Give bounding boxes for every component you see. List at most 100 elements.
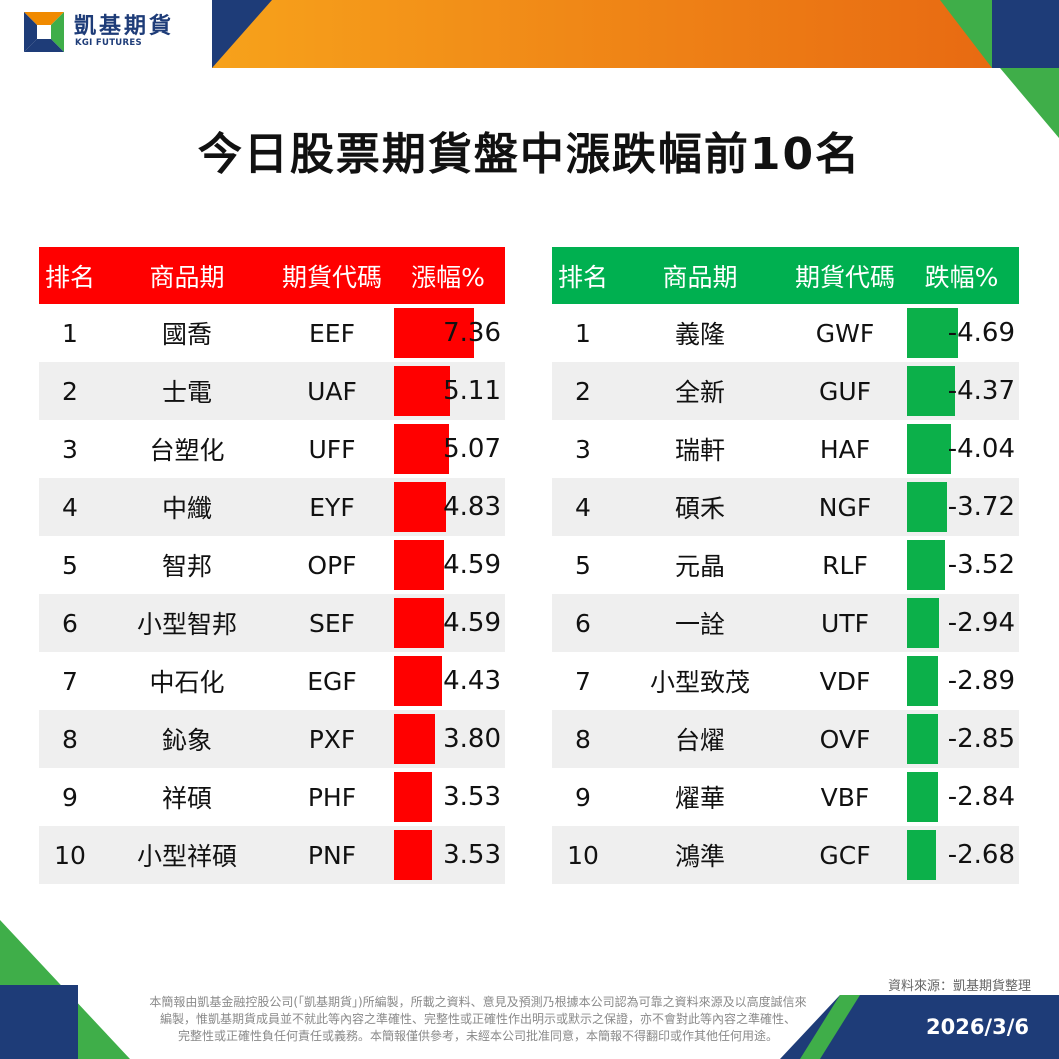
pct-value: -4.04	[947, 434, 1015, 464]
name-cell: 中纖	[101, 478, 273, 536]
code-cell: VBF	[786, 768, 904, 826]
name-cell: 鈊象	[101, 710, 273, 768]
table-row: 3 瑞軒 HAF -4.04	[552, 420, 1019, 478]
pct-cell: -2.84	[904, 768, 1019, 826]
pct-cell: -2.85	[904, 710, 1019, 768]
name-cell: 台燿	[614, 710, 786, 768]
pct-value: -2.68	[947, 840, 1015, 870]
rank-cell: 8	[39, 710, 101, 768]
table-row: 2 全新 GUF -4.37	[552, 362, 1019, 420]
name-cell: 國喬	[101, 304, 273, 362]
name-cell: 小型致茂	[614, 652, 786, 710]
name-cell: 小型智邦	[101, 594, 273, 652]
code-cell: UTF	[786, 594, 904, 652]
code-cell: PHF	[273, 768, 391, 826]
name-cell: 智邦	[101, 536, 273, 594]
name-cell: 義隆	[614, 304, 786, 362]
pct-value: 4.59	[443, 608, 501, 638]
code-cell: UAF	[273, 362, 391, 420]
pct-cell: 4.43	[391, 652, 505, 710]
pct-bar	[907, 656, 938, 706]
pct-value: -2.89	[947, 666, 1015, 696]
rank-cell: 3	[39, 420, 101, 478]
header-rank: 排名	[552, 247, 614, 304]
pct-bar	[394, 772, 432, 822]
table-row: 5 智邦 OPF 4.59	[39, 536, 505, 594]
code-cell: EGF	[273, 652, 391, 710]
rank-cell: 1	[39, 304, 101, 362]
code-cell: PXF	[273, 710, 391, 768]
losers-header-row: 排名 商品期 期貨代碼 跌幅%	[552, 247, 1019, 304]
header-rank: 排名	[39, 247, 101, 304]
header-pct: 漲幅%	[391, 247, 505, 304]
pct-value: 4.59	[443, 550, 501, 580]
name-cell: 中石化	[101, 652, 273, 710]
rank-cell: 10	[39, 826, 101, 884]
table-row: 4 中纖 EYF 4.83	[39, 478, 505, 536]
code-cell: VDF	[786, 652, 904, 710]
table-row: 8 鈊象 PXF 3.80	[39, 710, 505, 768]
report-date: 2026/3/6	[925, 1015, 1029, 1039]
pct-cell: -3.52	[904, 536, 1019, 594]
name-cell: 台塑化	[101, 420, 273, 478]
table-row: 10 小型祥碩 PNF 3.53	[39, 826, 505, 884]
page-title: 今日股票期貨盤中漲跌幅前10名	[197, 129, 862, 180]
corner-green-tab	[1000, 68, 1059, 138]
rank-cell: 4	[552, 478, 614, 536]
table-row: 4 碩禾 NGF -3.72	[552, 478, 1019, 536]
header-name: 商品期	[101, 247, 273, 304]
table-row: 3 台塑化 UFF 5.07	[39, 420, 505, 478]
losers-table: 排名 商品期 期貨代碼 跌幅% 1 義隆 GWF -4.69 2 全新 GUF -4.37 3 瑞…	[552, 247, 1019, 884]
pct-bar	[907, 424, 951, 474]
rank-cell: 7	[39, 652, 101, 710]
pct-cell: 7.36	[391, 304, 505, 362]
disclaimer-line: 編製，惟凱基期貨成員並不就此等內容之準確性、完整性或正確性作出明示或默示之保證，…	[159, 1012, 796, 1026]
table-row: 5 元晶 RLF -3.52	[552, 536, 1019, 594]
rank-cell: 7	[552, 652, 614, 710]
code-cell: PNF	[273, 826, 391, 884]
pct-value: 7.36	[443, 318, 501, 348]
rank-cell: 5	[552, 536, 614, 594]
pct-value: 5.11	[443, 376, 501, 406]
header-blue-wedge	[212, 0, 272, 68]
rank-cell: 5	[39, 536, 101, 594]
header-pct: 跌幅%	[904, 247, 1019, 304]
rank-cell: 9	[552, 768, 614, 826]
pct-cell: 4.59	[391, 536, 505, 594]
pct-value: 4.83	[443, 492, 501, 522]
pct-bar	[394, 714, 435, 764]
gainers-table: 排名 商品期 期貨代碼 漲幅% 1 國喬 EEF 7.36 2 士電 UAF 5.11 3 台塑化…	[39, 247, 505, 884]
pct-bar	[394, 482, 446, 532]
pct-value: -2.85	[947, 724, 1015, 754]
table-row: 1 義隆 GWF -4.69	[552, 304, 1019, 362]
table-row: 9 祥碩 PHF 3.53	[39, 768, 505, 826]
code-cell: HAF	[786, 420, 904, 478]
code-cell: GUF	[786, 362, 904, 420]
table-row: 7 中石化 EGF 4.43	[39, 652, 505, 710]
rank-cell: 6	[552, 594, 614, 652]
name-cell: 鴻準	[614, 826, 786, 884]
pct-bar	[394, 656, 442, 706]
pct-value: -3.72	[947, 492, 1015, 522]
brand-logo: 凱基期貨 KGI FUTURES	[0, 0, 212, 68]
brand-name-en: KGI FUTURES	[75, 38, 142, 48]
gainers-header-row: 排名 商品期 期貨代碼 漲幅%	[39, 247, 505, 304]
pct-value: 3.53	[443, 840, 501, 870]
code-cell: NGF	[786, 478, 904, 536]
pct-bar	[394, 424, 449, 474]
pct-bar	[394, 598, 444, 648]
name-cell: 瑞軒	[614, 420, 786, 478]
name-cell: 全新	[614, 362, 786, 420]
pct-cell: 5.07	[391, 420, 505, 478]
pct-value: 3.80	[443, 724, 501, 754]
name-cell: 小型祥碩	[101, 826, 273, 884]
brand-name-zh: 凱基期貨	[74, 14, 175, 39]
pct-bar	[907, 714, 938, 764]
pct-bar	[907, 482, 947, 532]
kgi-logo-icon	[24, 12, 64, 52]
pct-cell: 3.80	[391, 710, 505, 768]
pct-bar	[394, 308, 474, 358]
rank-cell: 8	[552, 710, 614, 768]
name-cell: 一詮	[614, 594, 786, 652]
code-cell: EYF	[273, 478, 391, 536]
